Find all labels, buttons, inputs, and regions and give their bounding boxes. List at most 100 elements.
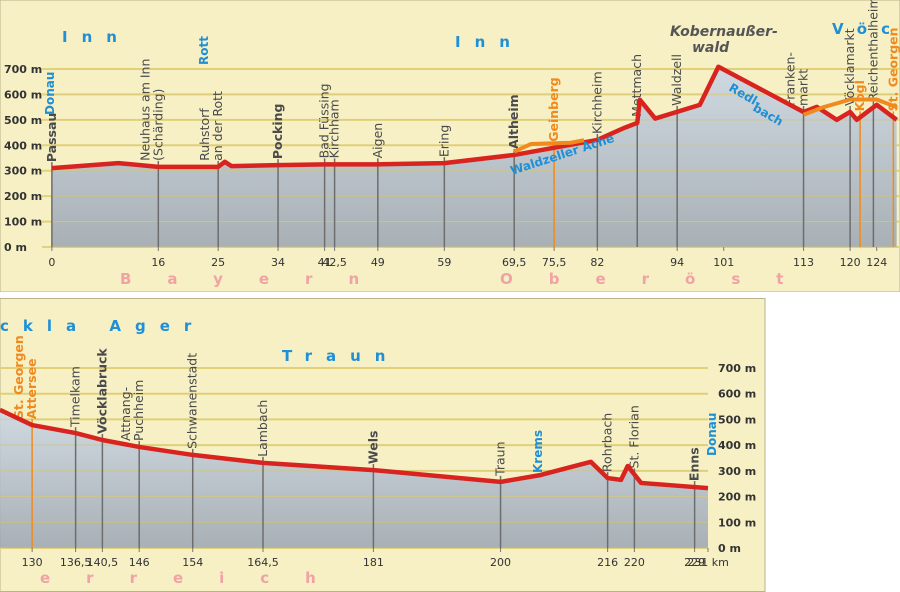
station-name: Attnang- (118, 387, 133, 441)
x-tick-label: 231 km (687, 556, 729, 569)
station-name: St. Georgen (885, 27, 900, 111)
y-tick-label: 400 m (718, 439, 756, 452)
x-tick-label: 41 (318, 256, 332, 269)
y-tick-label: 0 m (4, 241, 27, 254)
x-tick-label: 101 (713, 256, 734, 269)
panel-top: 0 m 100 m 200 m 300 m 400 m 500 m 600 m 700 m Pa… (0, 0, 900, 292)
station-name: Vöcklamarkt (842, 28, 857, 106)
y-tick-label: 700 m (4, 63, 42, 76)
x-tick-label: 140,5 (87, 556, 119, 569)
station-name: St. Florian (626, 405, 641, 468)
y-tick-label: 600 m (4, 88, 42, 101)
x-tick-label: 69,5 (502, 256, 527, 269)
station-name: Mettmach (629, 54, 644, 117)
x-tick-label: 49 (371, 256, 385, 269)
station-name: Franken- (783, 52, 798, 106)
terrain-area (0, 409, 708, 548)
y-tick-label: 300 m (718, 465, 756, 478)
station-name: Pocking (270, 104, 285, 160)
station-name: Reichenthalheim (865, 0, 880, 101)
station-name: Traun (493, 441, 508, 476)
y-tick-label: 500 m (718, 413, 756, 426)
profile-line (51, 64, 899, 171)
y-tick-label: 600 m (718, 388, 756, 401)
x-tick-label: 220 (624, 556, 645, 569)
label: Rott (197, 36, 211, 65)
y-tick-label: 500 m (4, 114, 42, 127)
x-tick-label: 181 (363, 556, 384, 569)
y-tick-label: 100 m (4, 216, 42, 229)
x-tick-label: 136,5 (60, 556, 92, 569)
label: Traun (282, 347, 399, 365)
x-tick-label: 200 (490, 556, 511, 569)
y-tick-label: 400 m (4, 139, 42, 152)
x-tick-label: 34 (271, 256, 285, 269)
station-name: Kirchham (327, 99, 342, 158)
station-name: Bad Füssing (317, 83, 332, 158)
y-tick-label: 700 m (718, 362, 756, 375)
profile-line (0, 407, 709, 491)
profile-line (513, 138, 585, 154)
label: Kobernaußer- (670, 24, 778, 40)
label: Vöc (832, 20, 900, 38)
station-name: St. Georgen (11, 335, 26, 419)
region-name: Bayern (120, 270, 395, 288)
panel-bottom: 0 m 100 m 200 m 300 m 400 m 500 m 600 m 700 m St… (0, 298, 766, 592)
x-tick-label: 59 (437, 256, 451, 269)
station-name: Rohrbach (600, 413, 615, 472)
station-name: Timelkam (68, 366, 83, 428)
label: Inn (455, 33, 524, 51)
station-name: Passau (44, 113, 59, 162)
y-tick-label: 0 m (718, 542, 741, 555)
label: Donau (705, 413, 719, 456)
station-name: Altheim (506, 94, 521, 149)
y-tick-label: 200 m (4, 190, 42, 203)
label: Donau (43, 72, 57, 115)
x-tick-label: 42,5 (322, 256, 347, 269)
station-name: Lambach (255, 400, 270, 457)
x-tick-label: 82 (590, 256, 604, 269)
x-tick-label: 0 (48, 256, 55, 269)
label: wald (692, 40, 730, 56)
region-name: Oberöst (500, 270, 819, 288)
profile-line (802, 97, 898, 117)
station-name: Kogl (852, 80, 867, 111)
x-tick-label: 25 (211, 256, 225, 269)
station-name: Ruhstorf (197, 108, 212, 161)
x-tick-label: 113 (793, 256, 814, 269)
x-tick-label: 94 (670, 256, 684, 269)
station-name: an der Rott (210, 91, 225, 161)
station-name: Neuhaus am Inn (137, 59, 152, 161)
x-tick-label: 146 (129, 556, 150, 569)
station-name: (Schärding) (150, 89, 165, 161)
station-name: Kirchheim (589, 71, 604, 134)
x-tick-label: 75,5 (542, 256, 567, 269)
station-name: Aigen (370, 123, 385, 159)
region-name: erreich (40, 569, 352, 587)
station-name: Enns (687, 447, 702, 481)
terrain-area (51, 66, 897, 247)
x-tick-label: 130 (22, 556, 43, 569)
x-tick-label: 216 (597, 556, 618, 569)
station-name: Geinberg (546, 77, 561, 141)
station-name: Ering (436, 125, 451, 157)
station-name: Waldzell (669, 54, 684, 106)
station-name: Vöcklabruck (94, 348, 109, 434)
label: Inn (62, 28, 131, 46)
x-tick-label: 124 (866, 256, 887, 269)
x-tick-label: 229 (684, 556, 705, 569)
y-tick-label: 300 m (4, 165, 42, 178)
label: Krems (531, 430, 545, 473)
station-name: Wels (365, 431, 380, 465)
x-tick-label: 154 (182, 556, 203, 569)
y-tick-label: 100 m (718, 516, 756, 529)
y-tick-label: 200 m (718, 491, 756, 504)
x-tick-label: 120 (840, 256, 861, 269)
label: ckla Ager (0, 317, 205, 335)
station-name: markt (796, 69, 811, 106)
station-name: Attersee (24, 358, 39, 419)
station-name: Puchheim (131, 380, 146, 441)
x-tick-label: 164,5 (247, 556, 279, 569)
station-name: Schwanenstadt (185, 353, 200, 449)
